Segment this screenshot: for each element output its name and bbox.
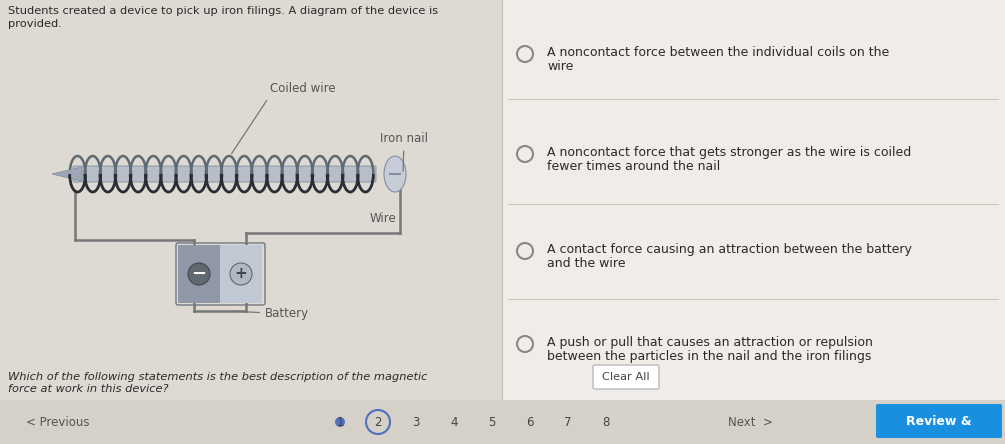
FancyBboxPatch shape [73, 166, 376, 182]
Text: Students created a device to pick up iron filings. A diagram of the device is: Students created a device to pick up iro… [8, 6, 438, 16]
Circle shape [188, 263, 210, 285]
Ellipse shape [384, 156, 406, 192]
Text: fewer times around the nail: fewer times around the nail [547, 160, 721, 173]
Text: < Previous: < Previous [26, 416, 89, 428]
Circle shape [335, 417, 345, 427]
Text: −: − [191, 265, 207, 283]
FancyBboxPatch shape [220, 245, 262, 303]
FancyBboxPatch shape [876, 404, 1002, 438]
Text: force at work in this device?: force at work in this device? [8, 384, 169, 394]
Text: 3: 3 [412, 416, 420, 428]
Text: Which of the following statements is the best description of the magnetic: Which of the following statements is the… [8, 372, 427, 382]
Text: 7: 7 [564, 416, 572, 428]
Text: A push or pull that causes an attraction or repulsion: A push or pull that causes an attraction… [547, 336, 873, 349]
Text: Next  >: Next > [728, 416, 773, 428]
Text: provided.: provided. [8, 19, 62, 29]
Text: Iron nail: Iron nail [380, 132, 428, 171]
Text: A noncontact force between the individual coils on the: A noncontact force between the individua… [547, 46, 889, 59]
Text: 2: 2 [374, 416, 382, 428]
Text: 6: 6 [527, 416, 534, 428]
FancyBboxPatch shape [178, 245, 220, 303]
Text: between the particles in the nail and the iron filings: between the particles in the nail and th… [547, 350, 871, 363]
FancyBboxPatch shape [593, 365, 659, 389]
Text: Battery: Battery [233, 308, 310, 321]
Text: 5: 5 [488, 416, 495, 428]
Text: Wire: Wire [370, 213, 400, 226]
Text: A noncontact force that gets stronger as the wire is coiled: A noncontact force that gets stronger as… [547, 146, 912, 159]
Text: +: + [234, 266, 247, 281]
Text: 4: 4 [450, 416, 457, 428]
Text: 1: 1 [337, 416, 344, 428]
Text: A contact force causing an attraction between the battery: A contact force causing an attraction be… [547, 243, 912, 256]
Bar [0, 0, 502, 400]
Bar [0, 400, 1005, 444]
Bar [502, 0, 1005, 400]
Text: Coiled wire: Coiled wire [231, 83, 336, 154]
Circle shape [230, 263, 252, 285]
Text: wire: wire [547, 60, 574, 73]
Text: Clear All: Clear All [602, 372, 650, 382]
Polygon shape [52, 167, 82, 181]
Text: and the wire: and the wire [547, 257, 625, 270]
Text: Review &: Review & [907, 415, 972, 428]
Text: 8: 8 [602, 416, 610, 428]
